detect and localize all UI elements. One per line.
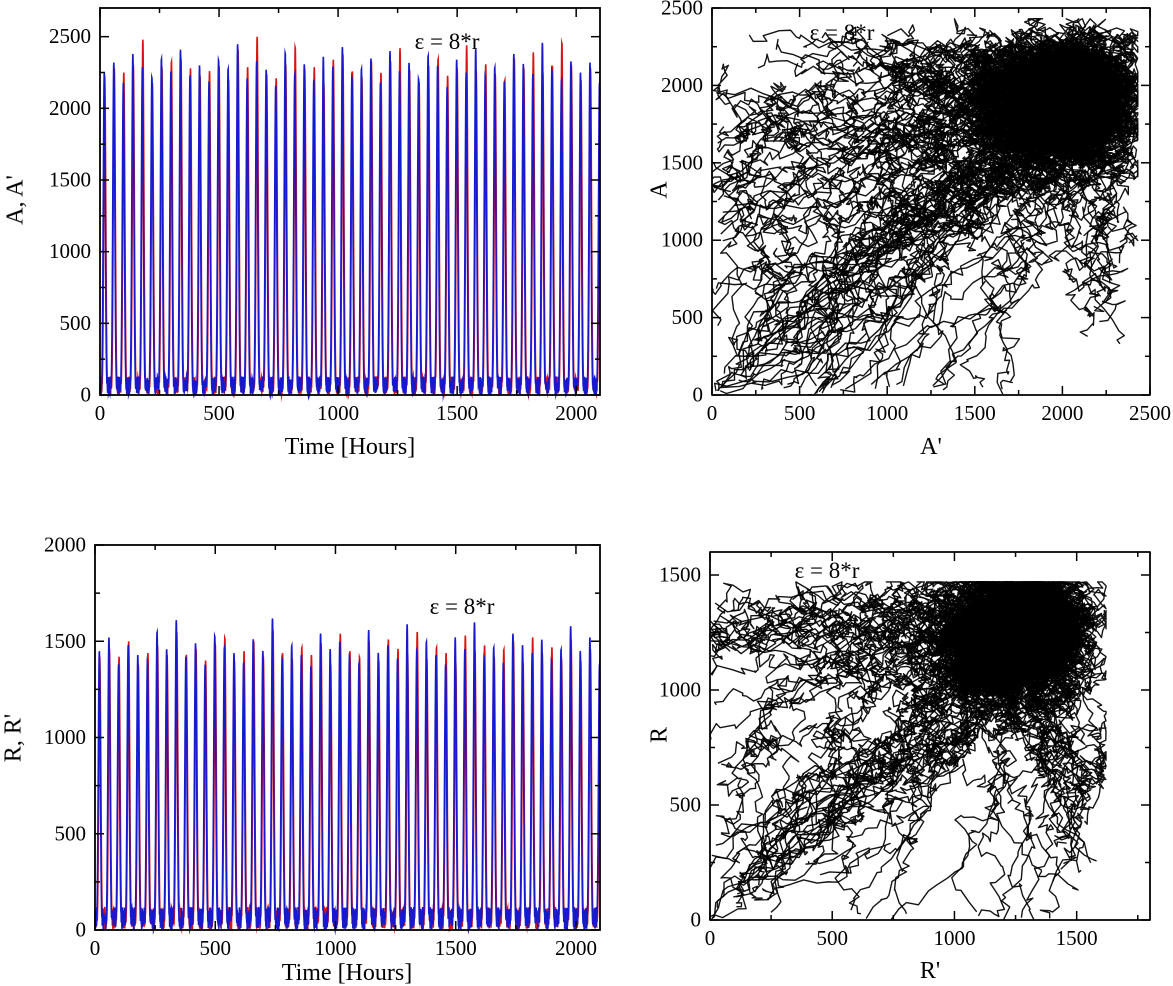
epsilon-annotation: ε = 8*r [809, 20, 875, 45]
x-axis-label-time-bottom: Time [Hours] [281, 960, 413, 986]
epsilon-annotation: ε = 8*r [414, 29, 480, 54]
panel-r-timeseries: ε = 8*r R, R' Time [Hours] [0, 516, 640, 986]
r-timeseries-canvas [0, 516, 640, 986]
panel-r-phase: ε = 8*r R R' [640, 516, 1173, 986]
x-axis-label-a-prime: A' [920, 434, 942, 460]
y-axis-label-a-phase: A [646, 181, 673, 199]
a-phase-canvas [640, 0, 1173, 470]
x-axis-label-time-top: Time [Hours] [284, 434, 416, 460]
x-axis-label-r-prime: R' [919, 958, 941, 984]
r-phase-canvas [640, 516, 1173, 986]
panel-a-phase: ε = 8*r A A' [640, 0, 1173, 516]
panel-a-timeseries: ε = 8*r A, A' Time [Hours] [0, 0, 640, 516]
y-axis-label-r-phase: R [646, 726, 673, 744]
y-axis-label-r: R, R' [0, 713, 27, 763]
a-timeseries-canvas [0, 0, 640, 470]
epsilon-annotation: ε = 8*r [794, 558, 860, 583]
y-axis-label-a: A, A' [2, 175, 29, 225]
epsilon-annotation: ε = 8*r [429, 594, 495, 619]
